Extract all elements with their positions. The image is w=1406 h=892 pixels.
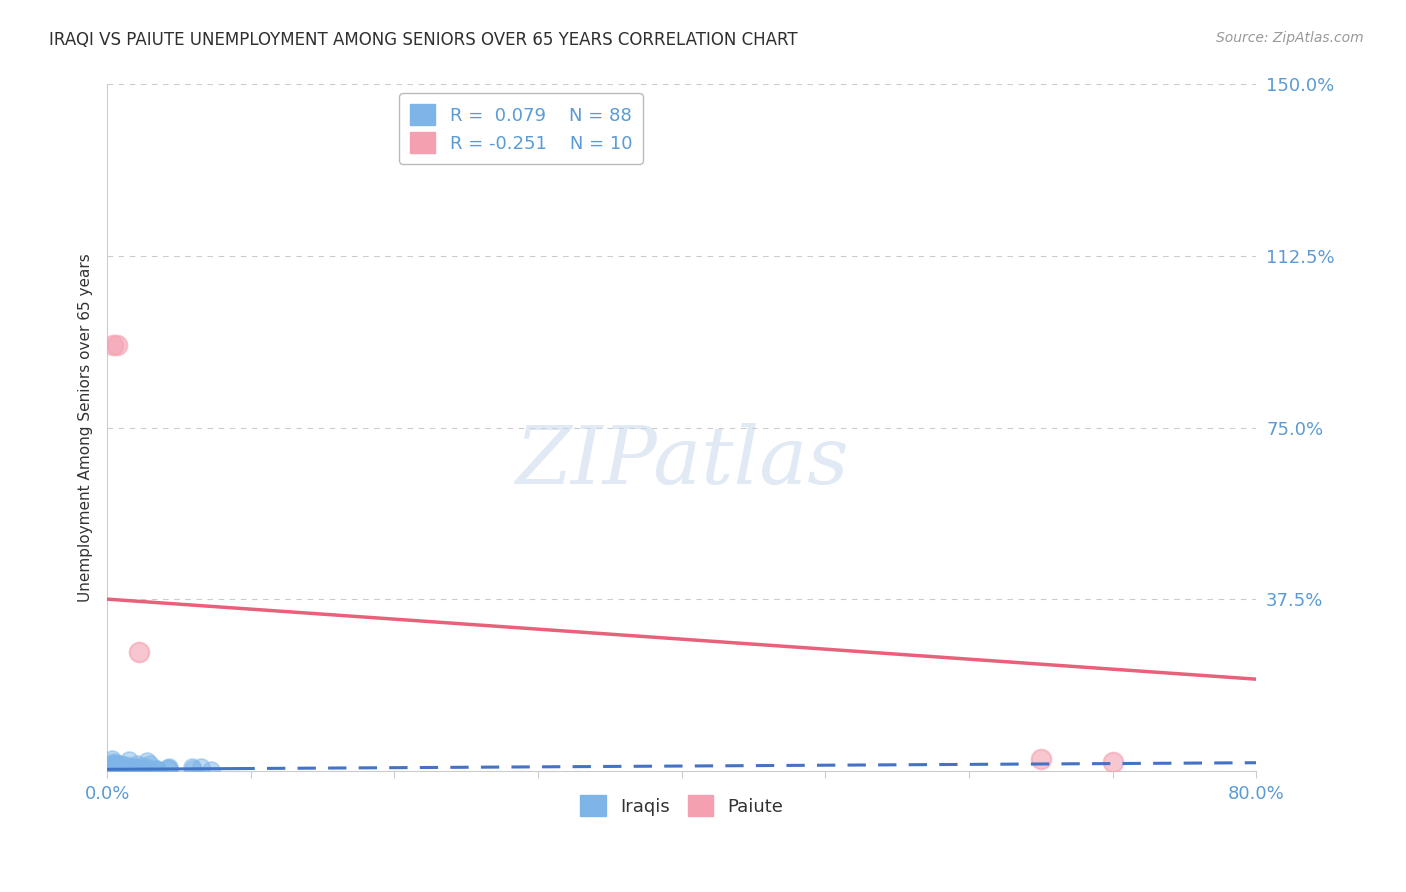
Point (96, 762, 118, 776)
Text: IRAQI VS PAIUTE UNEMPLOYMENT AMONG SENIORS OVER 65 YEARS CORRELATION CHART: IRAQI VS PAIUTE UNEMPLOYMENT AMONG SENIO… (49, 31, 797, 49)
Point (108, 763, 131, 777)
Point (100, 763, 122, 777)
Point (103, 763, 125, 777)
Point (98, 763, 121, 777)
Point (114, 762, 136, 776)
Point (107, 757, 129, 772)
Point (97, 758, 120, 772)
Point (105, 761, 128, 775)
Point (105, 763, 128, 777)
Point (131, 762, 153, 776)
Point (101, 762, 124, 776)
Point (146, 763, 169, 777)
Point (103, 757, 125, 772)
Point (111, 762, 134, 776)
Point (110, 761, 132, 775)
Point (125, 756, 148, 771)
Point (98, 763, 121, 777)
Point (98, 761, 121, 775)
Point (128, 645, 150, 659)
Point (1101, 756, 1123, 770)
Point (100, 760, 122, 774)
Point (105, 762, 128, 776)
Point (104, 757, 127, 772)
Point (124, 763, 146, 777)
Point (107, 762, 129, 776)
Point (97, 762, 120, 776)
Point (200, 763, 222, 777)
Point (108, 758, 131, 772)
Point (112, 758, 135, 772)
Point (104, 762, 127, 776)
Point (98, 760, 121, 774)
Point (98, 761, 121, 775)
Point (128, 762, 150, 776)
Point (97, 763, 120, 777)
Point (132, 762, 155, 776)
Point (115, 761, 138, 775)
Point (136, 754, 159, 768)
Point (118, 758, 141, 772)
Point (107, 763, 129, 777)
Point (125, 760, 148, 774)
Point (101, 756, 124, 771)
Point (157, 762, 180, 776)
Point (97, 762, 120, 776)
Point (104, 756, 127, 770)
Point (121, 760, 143, 774)
Point (124, 762, 146, 776)
Point (97, 762, 120, 776)
Point (98, 763, 121, 777)
Point (125, 761, 148, 775)
Point (97, 761, 120, 775)
Point (101, 759, 124, 773)
Point (139, 756, 162, 771)
Point (131, 759, 153, 773)
Text: Source: ZipAtlas.com: Source: ZipAtlas.com (1216, 31, 1364, 45)
Point (98, 760, 121, 774)
Point (98, 760, 121, 774)
Point (96, 763, 118, 777)
Point (108, 762, 131, 776)
Point (110, 763, 132, 777)
Point (117, 753, 139, 767)
Point (101, 763, 124, 777)
Point (110, 761, 132, 775)
Point (183, 762, 205, 776)
Text: ZIPatlas: ZIPatlas (515, 423, 849, 500)
Point (98, 759, 121, 773)
Point (98, 762, 121, 776)
Point (110, 763, 132, 777)
Point (110, 757, 132, 772)
Point (101, 756, 124, 770)
Point (139, 761, 162, 775)
Point (190, 760, 212, 774)
Point (121, 763, 143, 777)
Point (146, 762, 169, 776)
Point (101, 761, 124, 775)
Point (98, 758, 121, 772)
Point (98, 761, 121, 775)
Point (120, 763, 142, 777)
Y-axis label: Unemployment Among Seniors over 65 years: Unemployment Among Seniors over 65 years (79, 253, 93, 602)
Point (122, 761, 145, 775)
Point (125, 762, 148, 776)
Point (115, 763, 138, 777)
Point (110, 760, 132, 774)
Point (97, 759, 120, 773)
Point (156, 761, 179, 775)
Point (103, 759, 125, 773)
Point (107, 761, 129, 775)
Point (101, 338, 124, 352)
Legend: Iraqis, Paiute: Iraqis, Paiute (574, 789, 790, 823)
Point (101, 751, 124, 765)
Point (100, 763, 122, 777)
Point (181, 760, 204, 774)
Point (136, 763, 159, 777)
Point (1029, 752, 1052, 766)
Point (105, 338, 128, 352)
Point (157, 760, 180, 774)
Point (145, 762, 167, 776)
